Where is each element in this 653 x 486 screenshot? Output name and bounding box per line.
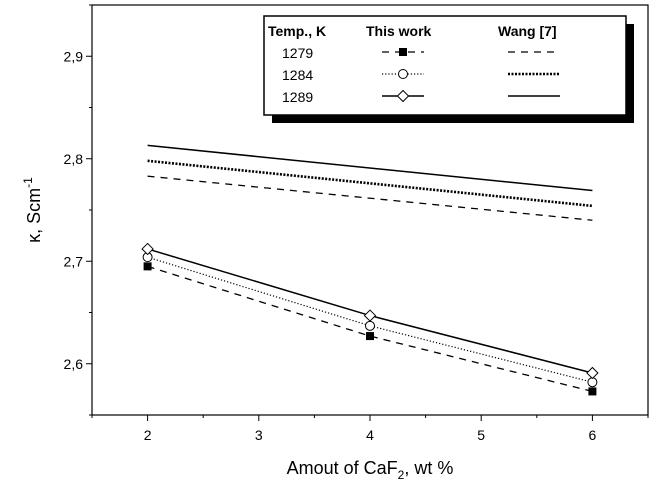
data-point-this-work-1279 xyxy=(366,332,374,341)
legend: Temp., K This work Wang [7] 1279 1284 12… xyxy=(263,15,634,123)
x-tick-label: 4 xyxy=(366,427,374,443)
data-point-this-work-1289 xyxy=(586,366,599,380)
legend-row-1284: 1284 xyxy=(282,67,313,83)
y-tick-label: 2,6 xyxy=(64,356,84,372)
legend-marker-square xyxy=(399,48,407,56)
x-tick-label: 5 xyxy=(477,427,485,443)
legend-header-wang: Wang [7] xyxy=(498,23,557,39)
series-layer xyxy=(141,144,599,396)
x-axis-title: Amout of CaF2, wt % xyxy=(287,458,454,482)
y-tick-label: 2,9 xyxy=(64,48,84,64)
series-line-wang-1289 xyxy=(147,144,593,192)
series-line-wang-1279 xyxy=(147,175,593,221)
legend-marker-circle xyxy=(398,69,408,79)
y-axis-ticks: 2,6 2,7 2,8 2,9 xyxy=(64,4,92,416)
legend-row-1289: 1289 xyxy=(282,89,313,105)
data-point-this-work-1279 xyxy=(588,387,597,396)
legend-marker-diamond xyxy=(396,89,410,103)
legend-header-temp: Temp., K xyxy=(268,23,326,39)
data-point-this-work-1284 xyxy=(365,320,375,331)
data-point-this-work-1289 xyxy=(363,309,377,322)
series-line-wang-1284 xyxy=(147,159,593,208)
legend-box xyxy=(263,15,627,116)
y-tick-label: 2,8 xyxy=(64,151,84,167)
x-axis-ticks: 2 3 4 5 6 xyxy=(91,415,649,443)
legend-row-1279: 1279 xyxy=(282,45,313,61)
y-tick-label: 2,7 xyxy=(64,253,84,269)
series-line-this-work-1284 xyxy=(147,256,593,383)
data-point-this-work-1289 xyxy=(141,242,154,256)
y-axis-title: κ, Scm-1 xyxy=(21,177,44,243)
x-tick-label: 6 xyxy=(589,427,597,443)
data-point-this-work-1279 xyxy=(143,262,152,271)
x-tick-label: 2 xyxy=(144,427,152,443)
x-tick-label: 3 xyxy=(255,427,263,443)
legend-header-this-work: This work xyxy=(366,23,432,39)
